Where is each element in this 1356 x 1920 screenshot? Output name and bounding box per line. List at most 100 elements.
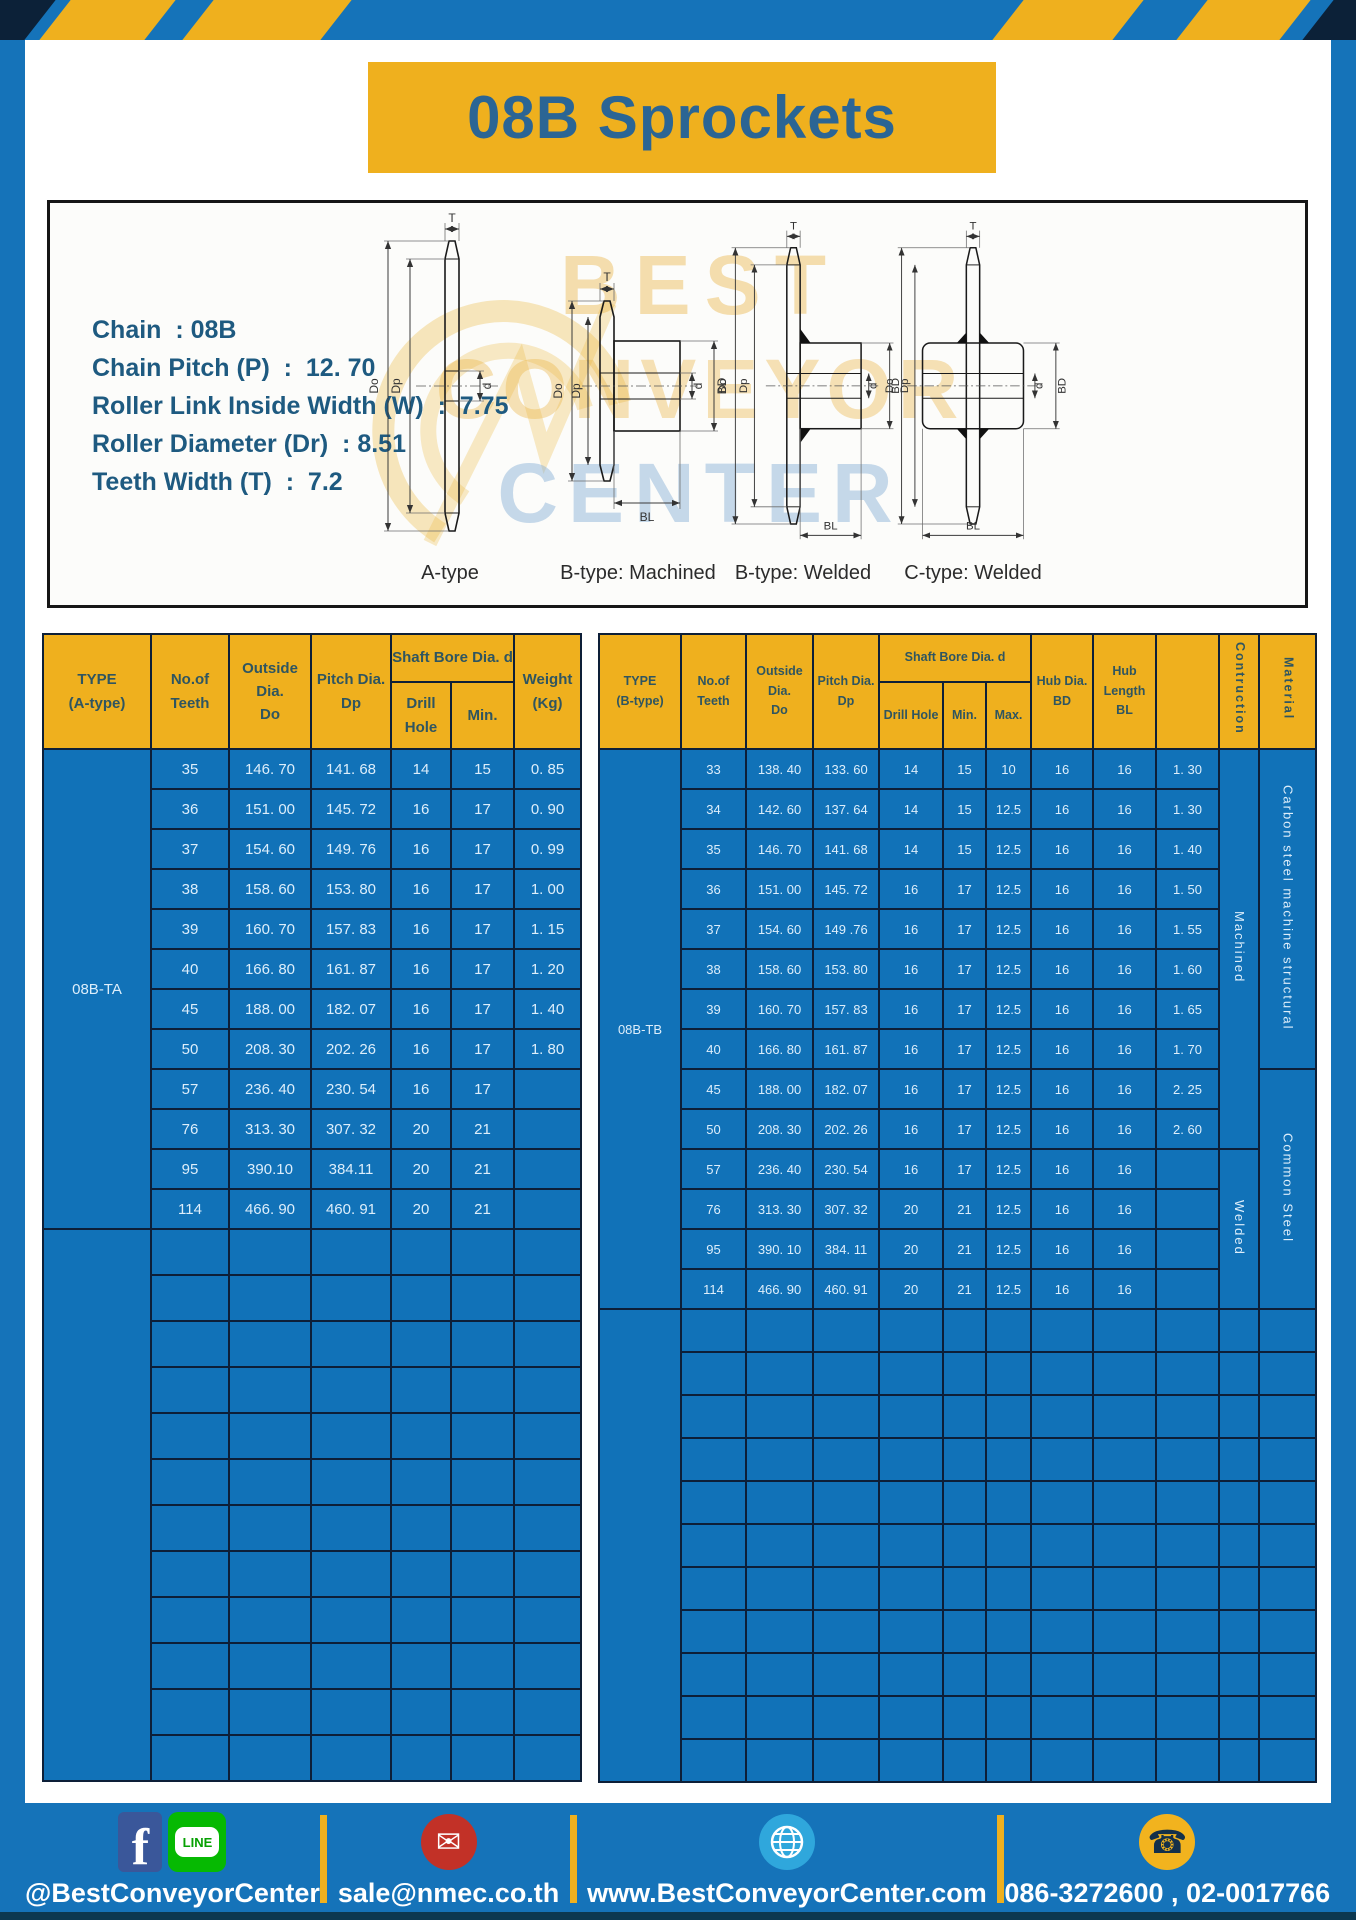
table-cell: 12.5 bbox=[984, 1068, 1033, 1110]
empty-cell bbox=[1092, 1351, 1158, 1396]
empty-cell bbox=[449, 1228, 516, 1276]
table-cell: 21 bbox=[449, 1148, 516, 1190]
table-cell: 12.5 bbox=[984, 948, 1033, 990]
empty-cell bbox=[150, 1734, 230, 1782]
table-cell: 12.5 bbox=[984, 868, 1033, 910]
empty-cell bbox=[513, 1412, 583, 1460]
empty-cell bbox=[1258, 1738, 1318, 1783]
header-material: Material bbox=[1258, 633, 1318, 750]
empty-cell bbox=[228, 1688, 312, 1736]
spec-line: Chain Pitch (P) : 12. 70 bbox=[92, 354, 376, 382]
table-row bbox=[43, 1458, 583, 1506]
empty-cell bbox=[1258, 1652, 1318, 1697]
table-b: TYPE (B-type) No.of Teeth Outside Dia. Do P… bbox=[598, 633, 1318, 1783]
table-row bbox=[599, 1351, 1318, 1396]
table-row bbox=[599, 1738, 1318, 1783]
table-cell: 16 bbox=[1030, 828, 1095, 870]
drawing-caption: B-type: Machined bbox=[560, 562, 716, 584]
table-cell: 16 bbox=[1092, 1108, 1158, 1150]
empty-cell bbox=[680, 1480, 747, 1525]
table-cell: 16 bbox=[1092, 1268, 1158, 1310]
email-text[interactable]: sale@nmec.co.th bbox=[337, 1878, 560, 1908]
globe-icon[interactable] bbox=[758, 1814, 815, 1870]
drawing-caption: C-type: Welded bbox=[904, 562, 1042, 584]
empty-cell bbox=[1092, 1566, 1158, 1611]
empty-cell bbox=[150, 1642, 230, 1690]
empty-cell bbox=[150, 1412, 230, 1460]
header-hub-dia: Hub Dia. BD bbox=[1030, 633, 1095, 750]
table-cell: 17 bbox=[942, 1148, 987, 1190]
mail-icon[interactable]: ✉ bbox=[420, 1814, 477, 1870]
empty-cell bbox=[228, 1550, 312, 1598]
empty-cell bbox=[878, 1523, 944, 1568]
empty-cell bbox=[984, 1480, 1033, 1525]
table-cell: 1. 15 bbox=[513, 908, 583, 950]
empty-cell bbox=[984, 1695, 1033, 1740]
dim-label-Do: Do bbox=[884, 379, 896, 394]
empty-cell bbox=[228, 1458, 312, 1506]
table-cell: 149. 76 bbox=[310, 828, 392, 870]
table-cell: 16 bbox=[1030, 748, 1095, 790]
table-row bbox=[598, 1308, 1318, 1783]
facebook-icon[interactable]: f bbox=[118, 1812, 163, 1873]
table-cell: 384.11 bbox=[310, 1148, 392, 1190]
empty-cell bbox=[745, 1394, 814, 1439]
empty-cell bbox=[310, 1734, 392, 1782]
table-cell: 149 .76 bbox=[812, 908, 880, 950]
table-cell: 1. 70 bbox=[1155, 1028, 1221, 1070]
table-cell: 17 bbox=[942, 908, 987, 950]
phone-text[interactable]: 086-3272600 , 02-0017766 bbox=[1004, 1878, 1331, 1908]
empty-cell bbox=[1155, 1308, 1221, 1353]
table-cell: 35 bbox=[680, 828, 747, 870]
table-row bbox=[599, 1652, 1318, 1697]
dim-label-T: T bbox=[790, 221, 797, 233]
empty-cell bbox=[228, 1642, 312, 1690]
social-handle-text[interactable]: @BestConveyorCenter bbox=[25, 1878, 320, 1908]
table-row bbox=[599, 1695, 1318, 1740]
dim-label-d: d bbox=[1034, 383, 1046, 389]
table-cell: 15 bbox=[942, 788, 987, 830]
empty-cell bbox=[812, 1609, 880, 1654]
dim-label-Dp: Dp bbox=[389, 378, 403, 394]
table-cell: 16 bbox=[1030, 1148, 1095, 1190]
empty-cell bbox=[1155, 1652, 1221, 1697]
table-cell: 21 bbox=[449, 1108, 516, 1150]
table-row: Drill Hole Min. bbox=[43, 681, 581, 750]
line-icon[interactable]: LINE bbox=[168, 1812, 227, 1872]
material-cell: Carbon steel machine structural bbox=[1258, 748, 1318, 1070]
table-cell: 16 bbox=[878, 1028, 944, 1070]
table-row: TYPE (B-type) No.of Teeth Outside Dia. Do P… bbox=[598, 633, 1318, 750]
drawing-caption: B-type: Welded bbox=[734, 562, 872, 584]
table-cell: 14 bbox=[878, 788, 944, 830]
website-text[interactable]: www.BestConveyorCenter.com bbox=[587, 1878, 987, 1908]
empty-cell bbox=[984, 1437, 1033, 1482]
empty-cell bbox=[745, 1652, 814, 1697]
banner-stripe bbox=[34, 0, 181, 40]
header-weight: Weight (Kg) bbox=[513, 633, 583, 750]
empty-cell bbox=[513, 1504, 583, 1552]
table-row: 76 313. 30 307. 32 20 21 12.5 16 16 bbox=[599, 1188, 1316, 1230]
table-cell: 1. 80 bbox=[513, 1028, 583, 1070]
table-cell: 12.5 bbox=[984, 988, 1033, 1030]
phone-icon[interactable]: ☎ bbox=[1139, 1814, 1196, 1870]
empty-cell bbox=[812, 1523, 880, 1568]
empty-cell bbox=[390, 1596, 452, 1644]
table-cell: 137. 64 bbox=[812, 788, 880, 830]
empty-cell bbox=[449, 1412, 516, 1460]
empty-cell bbox=[942, 1609, 987, 1654]
table-row bbox=[599, 1609, 1318, 1654]
table-row bbox=[599, 1437, 1318, 1482]
table-cell: 208. 30 bbox=[228, 1028, 312, 1070]
table-cell: 157. 83 bbox=[812, 988, 880, 1030]
empty-cell bbox=[513, 1228, 583, 1276]
drawing-b-type-welded: T Do Dp d bbox=[703, 213, 903, 601]
empty-cell bbox=[745, 1308, 814, 1353]
table-cell: 16 bbox=[1092, 1028, 1158, 1070]
empty-cell bbox=[449, 1274, 516, 1322]
title-box: 08B Sprockets bbox=[368, 62, 996, 173]
empty-cell bbox=[878, 1308, 944, 1353]
table-cell: 1. 00 bbox=[513, 868, 583, 910]
empty-cell bbox=[812, 1738, 880, 1783]
header-shaft-bore: Shaft Bore Dia. d bbox=[389, 633, 516, 683]
table-cell: 0. 85 bbox=[513, 748, 583, 790]
